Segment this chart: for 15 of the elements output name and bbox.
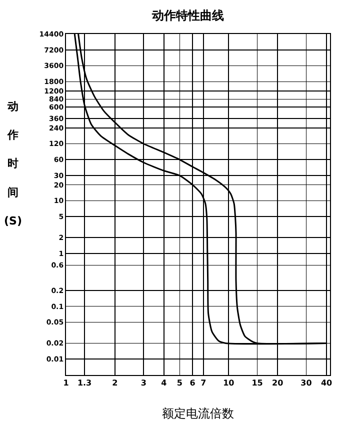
- x-tick-label: 40: [320, 378, 333, 388]
- x-tick-label: 7: [200, 378, 206, 388]
- x-tick-label: 15: [252, 378, 264, 388]
- chart-title: 动作特性曲线: [151, 8, 224, 23]
- text: 动作时间(S): [4, 100, 22, 228]
- x-tick-label: 3: [140, 378, 146, 388]
- x-axis-title: 额定电流倍数: [162, 406, 234, 420]
- x-tick-label: 5: [176, 378, 183, 388]
- x-tick-label: 10: [223, 378, 235, 388]
- x-tick-label: 1.3: [77, 378, 92, 388]
- x-tick-label: 30: [300, 378, 312, 388]
- x-tick-label: 4: [161, 378, 168, 388]
- x-tick-label: 20: [272, 378, 284, 388]
- x-tick-label: 2: [112, 378, 118, 388]
- x-tick-label: 6: [190, 378, 196, 388]
